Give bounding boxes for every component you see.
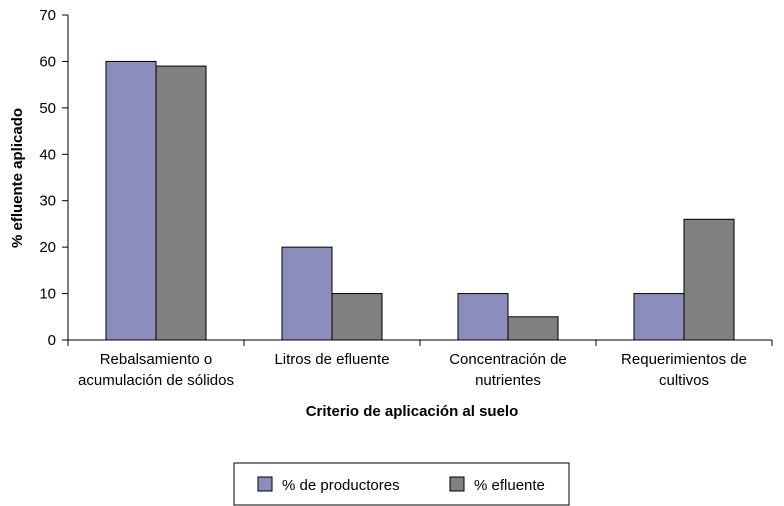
bar-series-1-cat-0 bbox=[155, 65, 207, 341]
x-category-label: Concentración de nutrientes bbox=[449, 351, 567, 389]
legend-box bbox=[233, 462, 570, 506]
x-category-label: Requerimientos de cultivos bbox=[621, 351, 747, 389]
y-tick-label: 10 bbox=[39, 286, 56, 303]
x-category-label: Rebalsamiento o acumulación de sólidos bbox=[78, 351, 234, 389]
x-axis-title: Criterio de aplicación al suelo bbox=[306, 403, 519, 420]
bar-series-1-cat-3 bbox=[683, 218, 735, 341]
legend-label: % efluente bbox=[474, 477, 545, 494]
legend-swatch bbox=[449, 476, 465, 492]
legend-swatch bbox=[257, 476, 273, 492]
y-ticks-group: 0 10 20 30 40 50 60 70 bbox=[39, 7, 68, 349]
y-tick-label: 50 bbox=[39, 100, 56, 117]
bar-series-1-cat-1 bbox=[331, 293, 383, 341]
legend: % de productores % efluente bbox=[233, 462, 570, 506]
x-category-label: Litros de efluente bbox=[274, 351, 389, 368]
y-tick-label: 70 bbox=[39, 7, 56, 24]
y-tick-label: 20 bbox=[39, 239, 56, 256]
y-tick-label: 60 bbox=[39, 53, 56, 70]
bar-series-0-cat-2 bbox=[457, 293, 509, 341]
bar-series-0-cat-0 bbox=[105, 60, 157, 341]
bar-series-0-cat-1 bbox=[281, 246, 333, 341]
y-tick-label: 0 bbox=[48, 332, 56, 349]
axes-group bbox=[67, 15, 773, 346]
y-tick-label: 30 bbox=[39, 193, 56, 210]
bars-group bbox=[105, 60, 735, 341]
y-axis-title: % efluente aplicado bbox=[9, 108, 26, 248]
bar-series-0-cat-3 bbox=[633, 293, 685, 341]
bar-series-1-cat-2 bbox=[507, 316, 559, 341]
category-labels-group: Rebalsamiento o acumulación de sólidos Lit… bbox=[78, 351, 747, 389]
y-tick-label: 40 bbox=[39, 146, 56, 163]
legend-label: % de productores bbox=[282, 477, 400, 494]
